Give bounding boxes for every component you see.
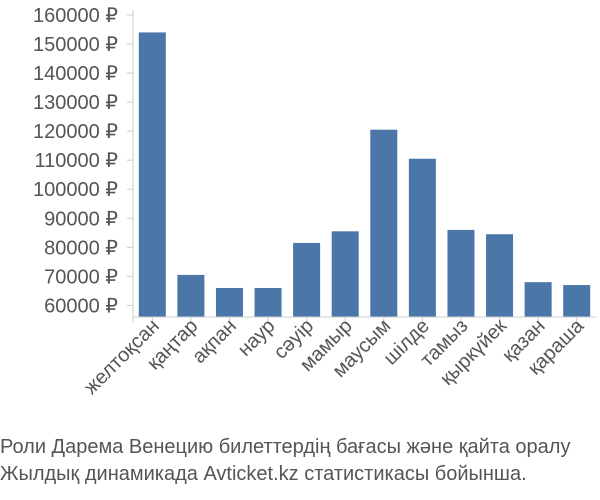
chart-caption-line-2: Жылдық динамикада Avticket.kz статистика… — [0, 463, 527, 485]
bar — [447, 229, 475, 317]
x-tick-label: ақпан — [188, 315, 241, 368]
bar-chart: 60000 ₽ 70000 ₽ 80000 ₽ 90000 ₽ 100000 ₽ 1100… — [33, 5, 596, 399]
bar — [486, 234, 514, 317]
y-tick-label: 110000 ₽ — [34, 150, 118, 172]
y-tick-label: 90000 ₽ — [44, 208, 118, 230]
bar — [408, 158, 436, 317]
bar — [177, 274, 205, 317]
bar — [138, 32, 166, 318]
x-tick-label: наур — [234, 315, 280, 361]
y-tick-label: 60000 ₽ — [44, 295, 118, 317]
x-axis: желтоқсанқаңтарақпаннаурсәуірмамырмаусым… — [80, 314, 596, 399]
bar — [331, 231, 359, 317]
chart-caption-line-1: Роли Дарема Венецию билеттердің бағасы ж… — [0, 436, 571, 458]
bar — [293, 242, 321, 317]
bar — [524, 282, 552, 317]
bar — [563, 285, 591, 317]
y-tick-label: 70000 ₽ — [44, 266, 118, 288]
bar — [254, 287, 282, 317]
bar — [370, 129, 398, 317]
y-tick-label: 150000 ₽ — [33, 34, 118, 56]
y-tick-label: 80000 ₽ — [44, 237, 118, 259]
bars — [138, 32, 591, 318]
y-tick-label: 120000 ₽ — [33, 121, 118, 143]
y-tick-label: 100000 ₽ — [33, 179, 118, 201]
bar — [215, 287, 243, 317]
y-axis: 60000 ₽ 70000 ₽ 80000 ₽ 90000 ₽ 100000 ₽ 1100… — [33, 5, 134, 323]
y-tick-label: 130000 ₽ — [33, 92, 118, 114]
y-tick-label: 160000 ₽ — [33, 5, 118, 27]
y-tick-label: 140000 ₽ — [33, 63, 118, 85]
